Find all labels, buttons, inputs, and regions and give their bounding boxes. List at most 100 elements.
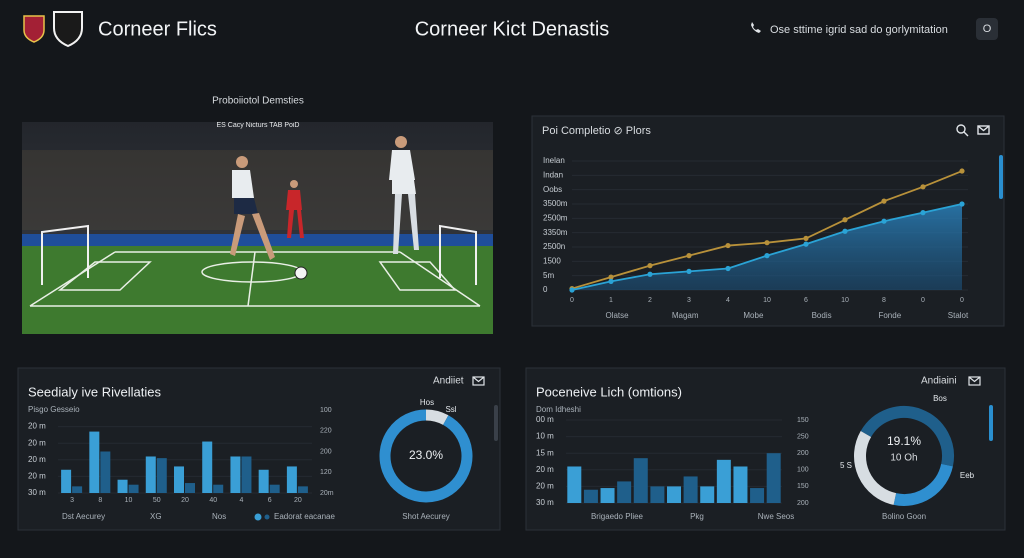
- donut-segment: [860, 406, 954, 467]
- x-tick-label: 6: [804, 297, 808, 304]
- point: [764, 240, 770, 246]
- right-label: 20m: [320, 490, 334, 497]
- bar: [667, 486, 681, 503]
- bar: [716, 459, 731, 503]
- y-tick-label: 20 m: [28, 422, 46, 431]
- mail-icon: [472, 376, 485, 386]
- legend-swatch: [264, 514, 270, 520]
- footer-label: XG: [150, 512, 162, 521]
- right-label: 200: [797, 500, 809, 507]
- bar: [89, 431, 100, 493]
- donut-center: 19.1%: [887, 434, 921, 448]
- phone-icon: [751, 22, 761, 33]
- x-tick-label: 20: [294, 497, 302, 504]
- x-tick-label: 20: [181, 497, 189, 504]
- header: Corneer Flics Corneer Kict Denastis Ose …: [23, 11, 998, 48]
- footer-label: Nos: [212, 512, 226, 521]
- menu-button[interactable]: [976, 18, 998, 40]
- legend-swatch: [254, 513, 262, 521]
- bar: [269, 484, 280, 493]
- group-label: Olatse: [605, 311, 629, 320]
- point: [764, 253, 770, 259]
- bar: [258, 469, 269, 493]
- footer-label: Nwe Seos: [758, 512, 794, 521]
- right-label: 250: [797, 433, 809, 440]
- bar: [61, 469, 72, 493]
- bar: [567, 466, 582, 503]
- point: [725, 242, 731, 249]
- group-label: Magam: [672, 311, 699, 320]
- donut-center-sub: 10 Oh: [890, 453, 917, 464]
- bar: [145, 456, 156, 493]
- point: [647, 271, 653, 277]
- point: [686, 253, 692, 259]
- bar: [213, 484, 224, 493]
- point: [608, 274, 614, 280]
- match-photo: ES Cacy Nicturs TAB PoiD: [22, 122, 493, 334]
- y-tick-label: 2500m: [543, 213, 568, 222]
- x-tick-label: 4: [239, 497, 243, 504]
- right-label: 200: [797, 450, 809, 457]
- bar: [72, 486, 83, 493]
- donut-segment: [425, 409, 449, 426]
- x-tick-label: 8: [882, 297, 886, 304]
- y-tick-label: 20 m: [536, 465, 554, 474]
- footer-label: Pkg: [690, 512, 704, 521]
- x-tick-label: 10: [763, 297, 771, 304]
- line-chart: 0 5m 1500 2500n 3350m 2500m 3500m Oobs Indan Inel…: [543, 156, 969, 320]
- donut-segment: [854, 431, 897, 505]
- x-tick-label: 0: [921, 297, 925, 304]
- point: [803, 241, 809, 247]
- y-tick-label: 20 m: [28, 438, 46, 447]
- menu-button-label[interactable]: O: [983, 23, 992, 35]
- donut-label: 5 S: [840, 461, 852, 470]
- bar: [650, 486, 665, 503]
- y-tick-label: 20 m: [28, 472, 46, 481]
- x-tick-label: 0: [960, 297, 964, 304]
- area: [572, 204, 962, 290]
- point: [686, 268, 692, 274]
- bar: [633, 458, 648, 503]
- panel-icons: [956, 124, 990, 137]
- group-label: Bodis: [812, 311, 832, 320]
- y-tick-label: 5m: [543, 271, 554, 280]
- bar: [174, 466, 184, 493]
- group-label: Stalot: [948, 311, 969, 320]
- panel-corner: Andiaini: [921, 376, 957, 387]
- point: [803, 235, 809, 241]
- y-tick-label: Oobs: [543, 185, 562, 194]
- donut-label: Hos: [420, 398, 434, 407]
- right-label: 150: [797, 483, 809, 490]
- x-tick-label: 3: [687, 297, 691, 304]
- mail-icon: [968, 376, 981, 386]
- bar: [117, 479, 128, 493]
- club-logo: [53, 11, 83, 48]
- bar: [683, 476, 698, 503]
- y-tick-label: 30 m: [28, 488, 46, 497]
- page-title: Corneer Kict Denastis: [415, 18, 610, 40]
- y-tick-label: 30 m: [536, 498, 554, 507]
- point: [959, 168, 965, 174]
- x-tick-label: 6: [268, 497, 272, 504]
- right-label: 150: [797, 417, 809, 424]
- donut-label: Eeb: [960, 471, 975, 480]
- panel-title: Seedialy ive Rivellaties: [28, 384, 161, 399]
- bar: [185, 483, 195, 493]
- y-tick-label: 3500m: [543, 199, 568, 208]
- line-chart-title: Poi Completio ⊘ Plors: [542, 125, 651, 137]
- y-tick-label: 1500: [543, 256, 561, 265]
- right-label: 220: [320, 428, 332, 435]
- point: [881, 198, 887, 204]
- x-tick-label: 50: [153, 497, 161, 504]
- x-tick-label: 1: [609, 297, 613, 304]
- scrollbar[interactable]: [999, 155, 1003, 199]
- goals: [41, 224, 477, 285]
- donut-center: 23.0%: [409, 448, 443, 462]
- x-tick-label: 40: [209, 497, 217, 504]
- bar: [156, 458, 167, 493]
- photo-caption: Proboiiotol Demsties: [212, 96, 304, 107]
- scrollbar[interactable]: [494, 405, 498, 441]
- scrollbar[interactable]: [989, 405, 993, 441]
- y-tick-label: 00 m: [536, 415, 554, 424]
- donut-caption: Bolino Goon: [882, 512, 926, 521]
